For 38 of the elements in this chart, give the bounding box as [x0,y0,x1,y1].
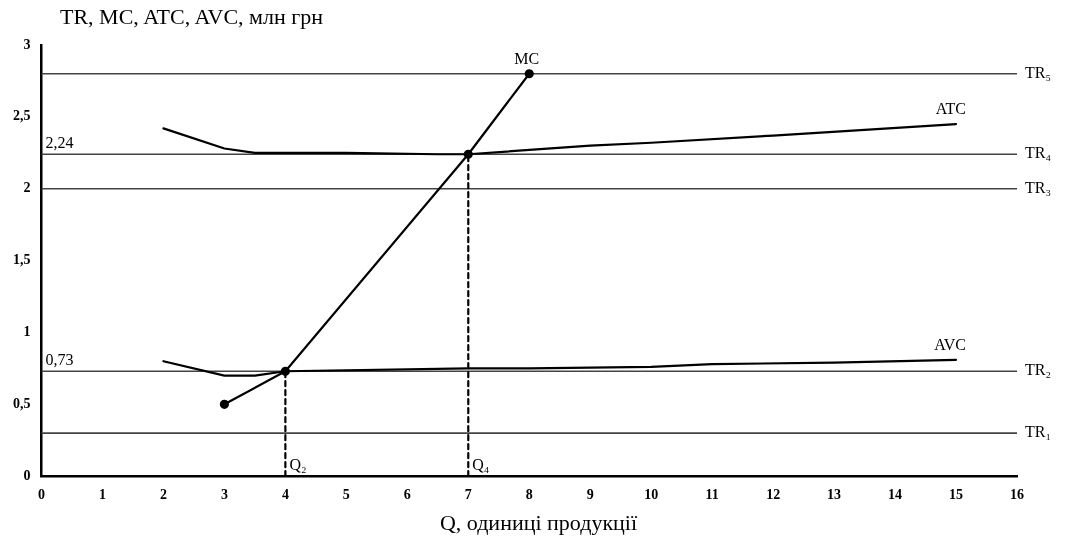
x-tick-label: 0 [38,487,45,503]
y-tick-label: 2 [23,180,31,196]
y-tick-label: 3 [23,36,31,52]
x-axis-title: Q, одиниці продукції [438,510,639,536]
x-tick-label: 5 [342,487,350,503]
x-tick-label: 7 [464,487,472,503]
annotation: Q₄ [472,456,490,474]
ref-line-label: TR₄ [1025,144,1052,162]
series-label: ATC [935,100,967,118]
x-tick-label: 12 [766,487,781,503]
x-tick-label: 14 [888,487,903,503]
y-tick-label: 2,5 [13,108,31,124]
annotation: 2,24 [45,134,74,152]
ref-line-label: TR₁ [1025,423,1052,441]
y-tick-label: 1,5 [13,252,31,268]
annotation: Q₂ [289,456,307,474]
ref-line-label: TR₃ [1025,178,1052,196]
x-tick-label: 3 [220,487,228,503]
x-tick-label: 4 [281,487,289,503]
y-tick-label: 0 [23,467,31,483]
ref-line-label: TR₅ [1025,63,1052,81]
x-tick-label: 1 [98,487,106,503]
series-label: AVC [934,335,967,353]
x-tick-label: 15 [949,487,964,503]
ref-line-label: TR₂ [1025,361,1052,379]
x-tick-label: 16 [1010,487,1024,503]
y-tick-label: 0,5 [13,395,31,411]
series-label: MC [514,49,540,67]
x-tick-label: 9 [586,487,594,503]
x-tick-label: 13 [827,487,842,503]
x-tick-label: 8 [525,487,533,503]
x-tick-label: 10 [644,487,659,503]
y-tick-label: 1 [23,324,31,340]
x-tick-label: 2 [159,487,167,503]
x-tick-label: 11 [705,487,719,503]
y-axis-title: TR, MC, ATC, AVC, млн грн [60,4,324,30]
x-tick-label: 6 [403,487,411,503]
annotation: 0,73 [45,351,74,369]
